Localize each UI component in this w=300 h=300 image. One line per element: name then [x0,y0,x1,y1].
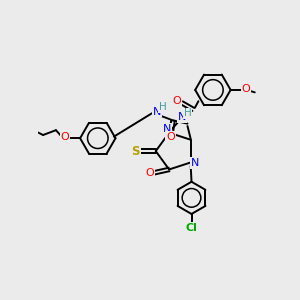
Text: H: H [184,108,191,118]
Text: O: O [60,132,69,142]
Text: O: O [242,84,250,94]
Text: S: S [131,145,140,158]
Text: Cl: Cl [186,223,197,232]
Text: H: H [159,102,167,112]
Text: N: N [153,106,161,117]
Text: N: N [190,158,199,168]
Text: O: O [146,169,154,178]
Text: O: O [173,96,182,106]
Text: N: N [163,124,171,134]
Text: O: O [166,132,175,142]
Text: N: N [178,112,186,122]
